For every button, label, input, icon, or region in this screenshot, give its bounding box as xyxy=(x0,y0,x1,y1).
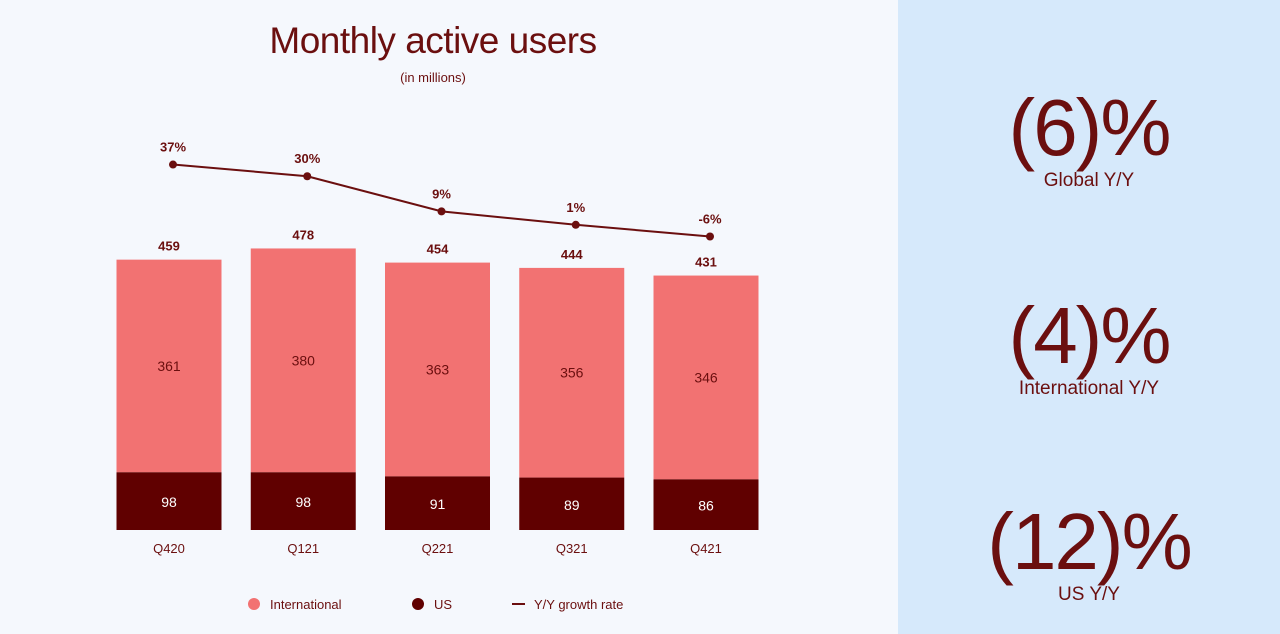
x-tick-label-Q221: Q221 xyxy=(422,541,454,556)
bar-international-label-Q421: 346 xyxy=(694,369,718,385)
stat-us: (12)% US Y/Y xyxy=(898,502,1280,606)
growth-rate-point-Q421 xyxy=(706,232,714,241)
bar-international-Q121 xyxy=(250,248,356,473)
stat-global: (6)% Global Y/Y xyxy=(898,88,1280,192)
stats-panel xyxy=(898,0,1280,634)
mau-chart: 361 98 459 Q420 380 98 478 Q121 363 91 454 Q221 356 8… xyxy=(116,140,759,612)
stat-international-value: (4)% xyxy=(1008,291,1172,380)
stat-global-value: (6)% xyxy=(1008,83,1172,172)
legend-international-label: International xyxy=(270,597,342,612)
stat-us-label: US Y/Y xyxy=(1058,584,1120,605)
growth-rate-point-Q321 xyxy=(571,220,580,229)
bar-us-Q221 xyxy=(385,476,490,530)
stat-us-value: (12)% xyxy=(987,497,1192,586)
bar-international-Q420 xyxy=(116,259,222,473)
bar-us-Q121 xyxy=(250,472,356,530)
bar-total-label-Q321: 444 xyxy=(561,247,583,262)
bar-us-Q321 xyxy=(519,477,625,530)
bar-total-label-Q421: 431 xyxy=(695,255,717,270)
bar-international-Q321 xyxy=(519,267,625,478)
x-tick-label-Q421: Q421 xyxy=(690,541,722,556)
bar-us-Q420 xyxy=(116,472,222,530)
growth-rate-label-Q421: -6% xyxy=(698,212,722,227)
stat-international: (4)% International Y/Y xyxy=(898,296,1280,400)
bar-international-Q221 xyxy=(385,262,490,477)
stat-global-label: Global Y/Y xyxy=(1043,170,1135,191)
growth-rate-point-Q420 xyxy=(169,160,177,169)
bar-total-label-Q420: 459 xyxy=(158,239,180,254)
growth-rate-label-Q121: 30% xyxy=(294,151,320,166)
bar-international-label-Q321: 356 xyxy=(560,365,584,381)
bar-total-label-Q221: 454 xyxy=(427,242,449,257)
bar-us-label-Q421: 86 xyxy=(698,498,714,514)
growth-rate-label-Q420: 37% xyxy=(160,140,186,155)
x-tick-label-Q321: Q321 xyxy=(556,541,588,556)
bar-international-label-Q420: 361 xyxy=(157,358,181,374)
bar-international-label-Q121: 380 xyxy=(292,352,316,368)
growth-rate-label-Q221: 9% xyxy=(432,186,451,201)
legend-us-label: US xyxy=(434,597,452,612)
x-tick-label-Q121: Q121 xyxy=(287,541,319,556)
chart-subtitle: (in millions) xyxy=(400,70,466,85)
bar-us-Q421 xyxy=(653,479,759,530)
legend-international-swatch xyxy=(248,598,260,610)
bar-total-label-Q121: 478 xyxy=(292,227,314,242)
bar-us-label-Q221: 91 xyxy=(430,496,446,512)
bar-international-label-Q221: 363 xyxy=(426,361,450,377)
growth-rate-point-Q121 xyxy=(303,172,312,181)
legend-us-swatch xyxy=(412,598,424,610)
legend-growth-label: Y/Y growth rate xyxy=(534,597,623,612)
bar-us-label-Q121: 98 xyxy=(295,494,311,510)
growth-rate-label-Q321: 1% xyxy=(566,200,585,215)
bar-us-label-Q420: 98 xyxy=(161,494,177,510)
x-tick-label-Q420: Q420 xyxy=(153,541,185,556)
chart-title: Monthly active users xyxy=(269,20,597,61)
bar-international-Q421 xyxy=(653,275,759,480)
growth-rate-point-Q221 xyxy=(437,207,446,216)
stat-international-label: International Y/Y xyxy=(1018,378,1160,399)
bar-us-label-Q321: 89 xyxy=(564,497,580,513)
